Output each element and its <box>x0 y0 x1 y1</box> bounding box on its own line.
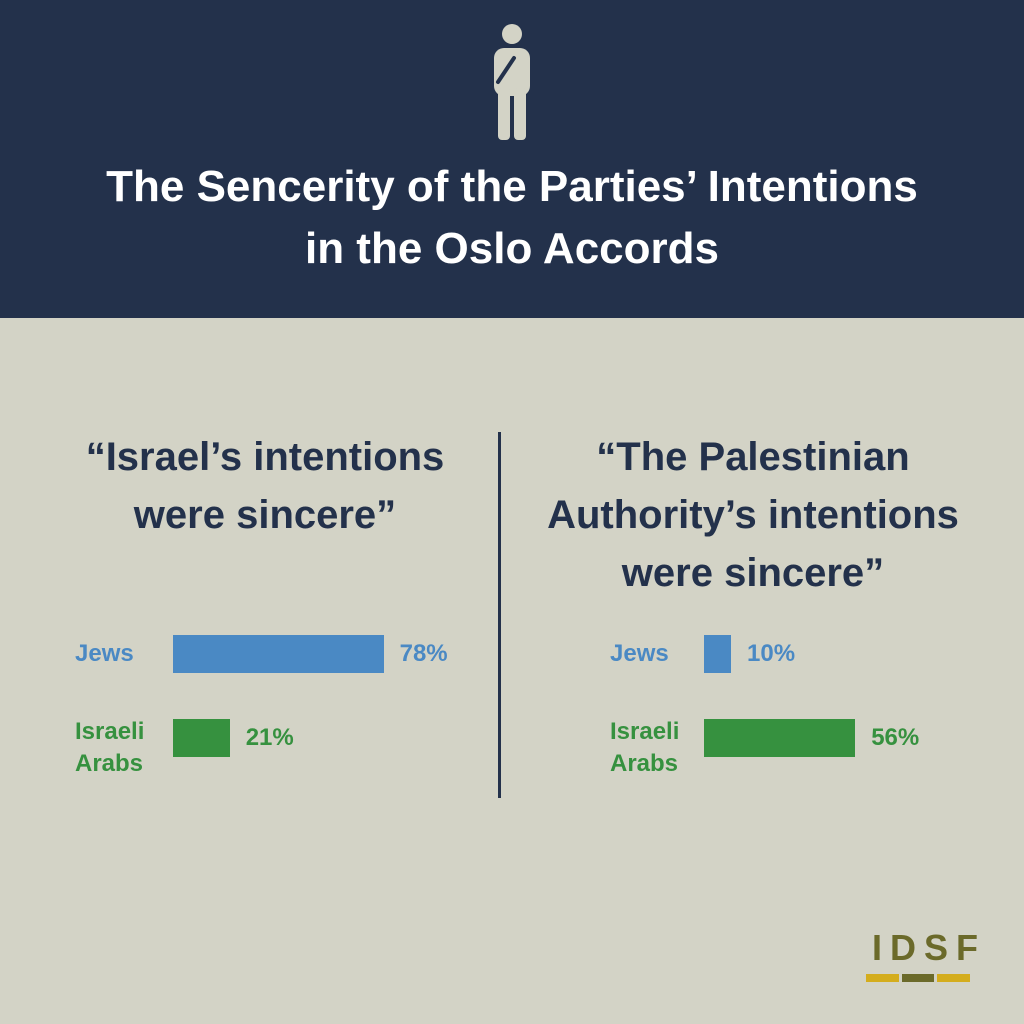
category-label-jews: Jews <box>610 638 669 670</box>
value-label-jews: 78% <box>399 640 448 667</box>
panel-title-line: were sincere” <box>621 551 885 595</box>
idsf-logo: IDSF <box>864 927 987 984</box>
category-label-line: Arabs <box>610 750 679 777</box>
logo-bar <box>937 974 970 982</box>
value-label-israeli-arabs: 21% <box>245 724 294 751</box>
bar-jews <box>173 635 384 673</box>
page-title: The Sencerity of the Parties’ Intentions… <box>20 156 1004 280</box>
category-label-israeli-arabs: Israeli Arabs <box>610 716 679 780</box>
header-banner: The Sencerity of the Parties’ Intentions… <box>0 0 1024 318</box>
logo-bar <box>866 974 899 982</box>
value-label-jews: 10% <box>747 640 796 667</box>
logo-bar <box>902 974 934 982</box>
title-line-2: in the Oslo Accords <box>304 224 719 273</box>
panel-title-line: were sincere” <box>133 493 397 537</box>
category-label-line: Israeli <box>75 718 145 745</box>
bar-israeli-arabs <box>704 719 856 757</box>
panel-title-line: “Israel’s intentions <box>85 435 445 479</box>
logo-text: IDSF <box>872 927 987 968</box>
category-label-line: Arabs <box>75 750 144 777</box>
category-label-line: Jews <box>75 640 134 667</box>
category-label-line: Jews <box>610 640 669 667</box>
bar-israeli-arabs <box>173 719 230 757</box>
panel-divider <box>498 432 501 798</box>
category-label-jews: Jews <box>75 638 134 670</box>
panel-title-line: “The Palestinian <box>596 435 910 479</box>
panel-title-pa: “The Palestinian Authority’s intentions … <box>508 428 998 602</box>
person-thinking-icon <box>494 24 530 140</box>
category-label-israeli-arabs: Israeli Arabs <box>75 716 144 780</box>
value-label-israeli-arabs: 56% <box>871 724 920 751</box>
bar-jews <box>704 635 731 673</box>
panel-title-israel: “Israel’s intentions were sincere” <box>40 428 490 544</box>
panel-title-line: Authority’s intentions <box>547 493 959 537</box>
title-line-1: The Sencerity of the Parties’ Intentions <box>106 162 918 211</box>
category-label-line: Israeli <box>610 718 680 745</box>
